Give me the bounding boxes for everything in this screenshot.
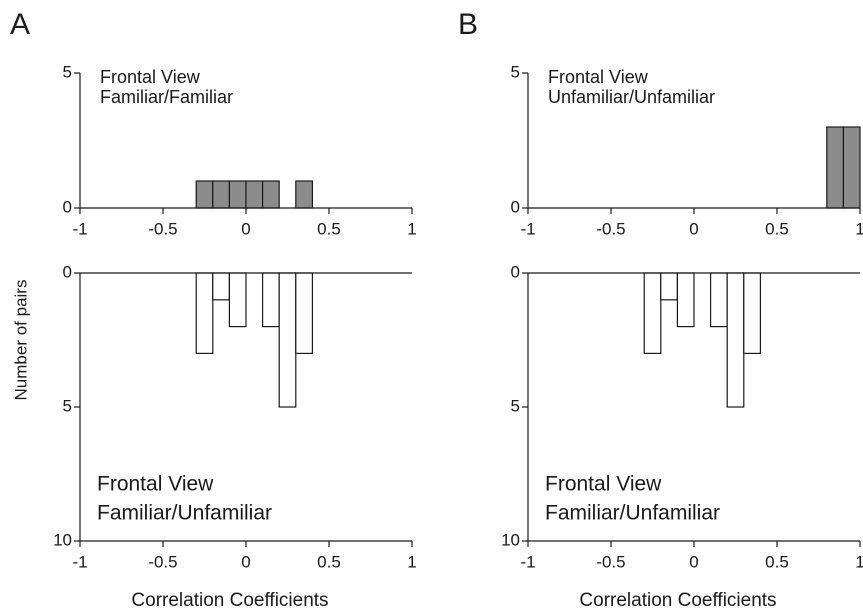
- x-tick-label: -1: [520, 219, 535, 238]
- bar: [212, 180, 231, 209]
- x-axis-label: Correlation Coefficients: [579, 590, 776, 611]
- x-tick-label: 0.5: [765, 219, 789, 238]
- panel-label: B: [458, 8, 478, 41]
- annotation: Familiar/Familiar: [100, 87, 233, 107]
- x-tick-label: -0.5: [596, 219, 625, 238]
- x-tick-label: -0.5: [148, 219, 177, 238]
- bar: [643, 272, 662, 355]
- bar: [262, 180, 280, 209]
- annotation: Frontal View: [100, 67, 201, 87]
- x-tick-label: 0.5: [317, 219, 341, 238]
- y-tick-label: 5: [511, 396, 520, 415]
- bar: [709, 272, 728, 328]
- y-tick-label: 0: [63, 197, 72, 216]
- bar: [743, 272, 761, 355]
- bar: [212, 272, 231, 301]
- annotation: Frontal View: [545, 473, 662, 496]
- bar: [278, 272, 297, 408]
- x-axis-label: Correlation Coefficients: [131, 590, 328, 611]
- x-tick-label: 0.5: [765, 552, 789, 571]
- y-tick-label: 10: [501, 530, 520, 549]
- x-tick-label: -1: [520, 552, 535, 571]
- x-tick-label: 1: [407, 219, 416, 238]
- x-tick-label: -0.5: [596, 552, 625, 571]
- y-tick-label: 5: [511, 62, 520, 81]
- bar: [195, 180, 214, 209]
- x-tick-label: 0: [241, 552, 250, 571]
- bar: [826, 126, 844, 209]
- y-tick-label: 10: [53, 530, 72, 549]
- x-tick-label: 1: [855, 552, 863, 571]
- x-tick-label: -0.5: [148, 552, 177, 571]
- x-tick-label: 0: [689, 219, 698, 238]
- bar: [195, 272, 214, 355]
- y-tick-label: 0: [511, 262, 520, 281]
- bar: [842, 126, 861, 209]
- bar: [295, 180, 313, 209]
- y-tick-label: 0: [63, 262, 72, 281]
- bar: [660, 272, 678, 301]
- bar: [295, 272, 313, 355]
- x-tick-label: 0: [689, 552, 698, 571]
- bar: [228, 272, 247, 328]
- y-tick-label: 0: [511, 197, 520, 216]
- x-tick-label: -1: [72, 552, 87, 571]
- annotation: Familiar/Unfamiliar: [545, 502, 720, 525]
- annotation: Frontal View: [548, 67, 649, 87]
- annotation: Familiar/Unfamiliar: [97, 502, 272, 525]
- annotation: Frontal View: [97, 473, 214, 496]
- y-tick-label: 5: [63, 62, 72, 81]
- y-tick-label: 5: [63, 396, 72, 415]
- x-tick-label: 0: [241, 219, 250, 238]
- x-tick-label: 1: [855, 219, 863, 238]
- bar: [245, 180, 264, 209]
- x-tick-label: 0.5: [317, 552, 341, 571]
- y-axis-label: Number of pairs: [11, 280, 30, 401]
- panel-label: A: [10, 8, 30, 41]
- annotation: Unfamiliar/Unfamiliar: [548, 87, 715, 107]
- bar: [726, 272, 745, 408]
- bar: [676, 272, 695, 328]
- bar: [262, 272, 280, 328]
- bar: [228, 180, 247, 209]
- x-tick-label: 1: [407, 552, 416, 571]
- x-tick-label: -1: [72, 219, 87, 238]
